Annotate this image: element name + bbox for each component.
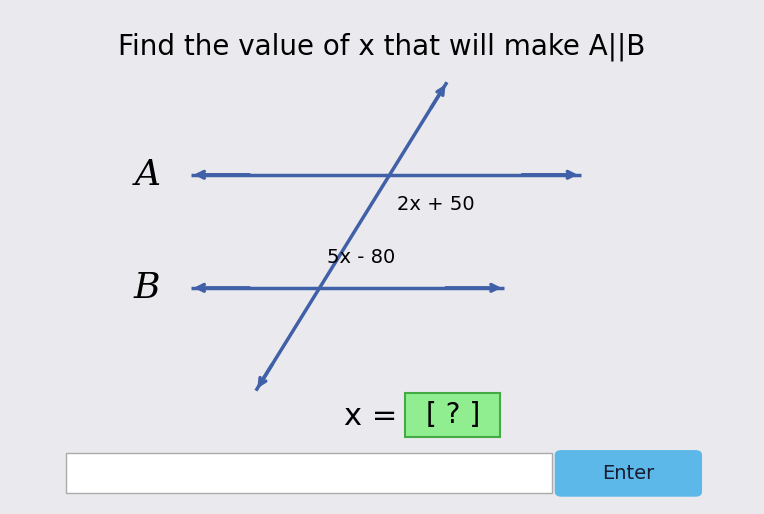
Text: x =: x = xyxy=(344,402,397,431)
FancyBboxPatch shape xyxy=(555,451,701,496)
Text: 5x - 80: 5x - 80 xyxy=(327,248,396,267)
Text: Enter: Enter xyxy=(602,464,655,483)
FancyBboxPatch shape xyxy=(66,453,552,493)
Text: A: A xyxy=(134,158,160,192)
FancyBboxPatch shape xyxy=(405,393,500,437)
Text: Find the value of x that will make A||B: Find the value of x that will make A||B xyxy=(118,32,646,61)
Text: 2x + 50: 2x + 50 xyxy=(397,195,475,214)
Text: B: B xyxy=(134,271,160,305)
Text: [ ? ]: [ ? ] xyxy=(426,401,480,429)
